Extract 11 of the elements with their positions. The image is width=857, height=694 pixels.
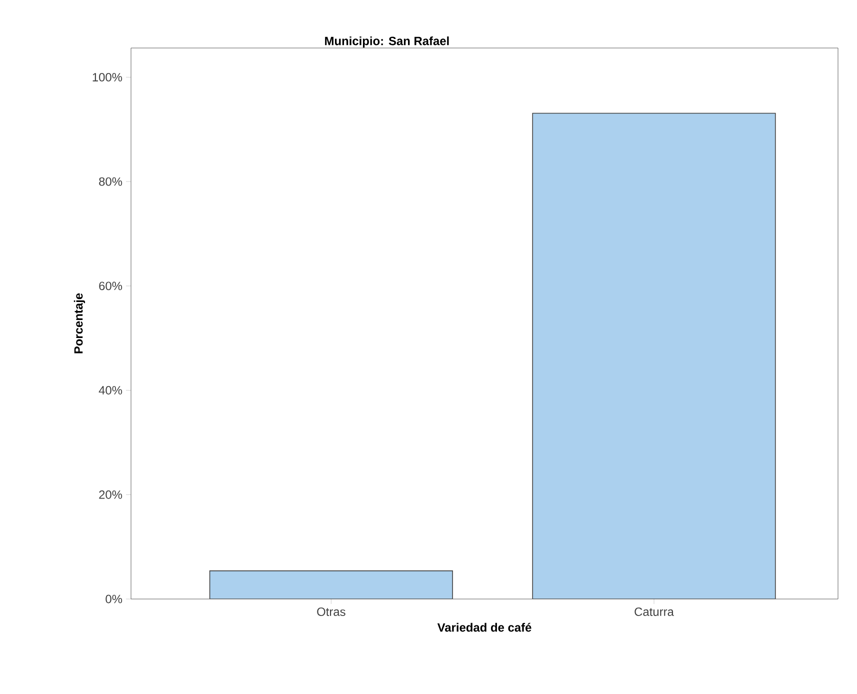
chart-title: Municipio: San Rafael [325, 36, 449, 48]
y-tick-label: 20% [99, 490, 122, 499]
x-tick-label: Otras [317, 608, 346, 616]
y-tick-label: 80% [99, 177, 122, 186]
y-tick-label: 100% [92, 72, 122, 82]
y-tick-label: 0% [106, 594, 122, 604]
y-axis-title: Porcentaje [74, 293, 86, 354]
y-tick-label: 60% [99, 282, 122, 290]
x-tick-label: Caturra [634, 608, 674, 616]
y-tick-label: 40% [98, 386, 122, 395]
x-axis-title: Variedad de café [437, 622, 532, 632]
